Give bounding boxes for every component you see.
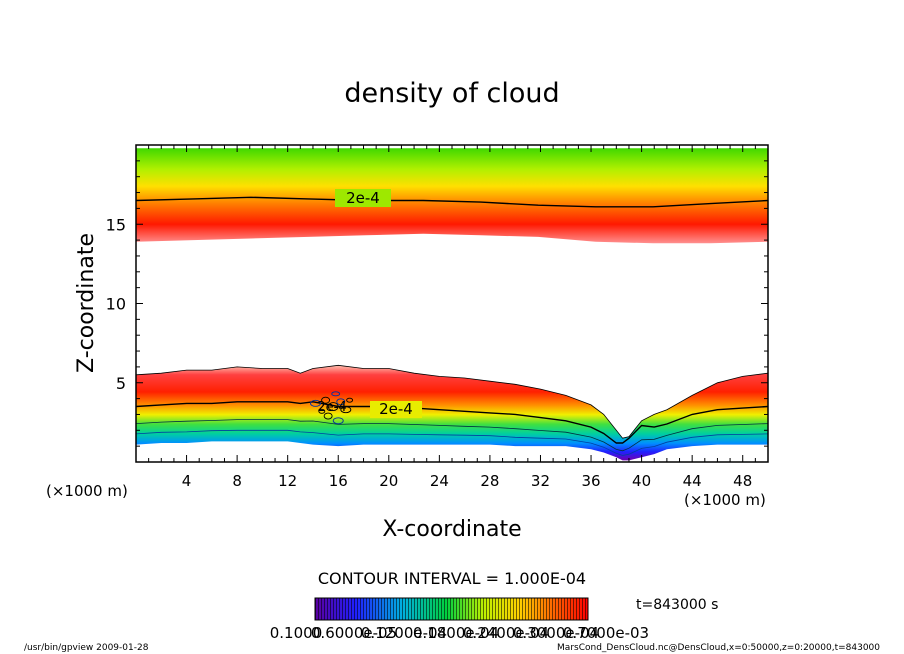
turbulence-contour [323, 412, 333, 420]
lower-base-contour-line [136, 429, 768, 456]
x-tick-label: 24 [430, 472, 449, 490]
x-tick-label: 48 [733, 472, 752, 490]
contour-interval: CONTOUR INTERVAL = 1.000E-04 [318, 569, 586, 588]
lower-contour-line [136, 401, 768, 444]
y-tick-label: 15 [106, 215, 126, 234]
turbulence-contour [340, 406, 352, 414]
y-axis-label: Z-coordinate [74, 233, 99, 373]
lower-band-outline [136, 364, 768, 439]
contour-label-lower: 2e-4 [379, 400, 413, 418]
upper-cloud-band [136, 148, 768, 244]
x-tick-label: 20 [379, 472, 398, 490]
colorbar-frame [314, 597, 589, 621]
colorbar-label: 0.7000e-03 [563, 624, 649, 642]
contour-label-upper: 2e-4 [346, 189, 380, 207]
colorbar-labels: 0.10000.6000e-050.1200e-040.1800e-040.24… [270, 624, 649, 642]
x-axis-unit-left: (×1000 m) [46, 482, 128, 500]
contour-label-bg-lower [370, 401, 422, 418]
lower-cloud-band [136, 365, 768, 461]
contour-label-turbulent: 2e-4 [317, 400, 346, 415]
y-axis-ticks: 5 10 15 [106, 144, 768, 463]
contour-label-bg-upper [335, 189, 391, 207]
x-tick-label: 16 [329, 472, 348, 490]
x-axis-label: X-coordinate [382, 517, 521, 542]
x-tick-label: 28 [480, 472, 499, 490]
x-tick-label: 8 [232, 472, 242, 490]
colorbar-label: 0.1200e-04 [361, 624, 447, 642]
turbulence-contour [318, 408, 326, 414]
turbulence-contour [336, 398, 346, 406]
colorbar [314, 597, 589, 621]
colorbar-label: 0.1800e-04 [413, 624, 499, 642]
upper-contour-line [136, 196, 768, 208]
y-tick-label: 10 [106, 295, 126, 314]
colorbar-label: 0.1000 [270, 624, 323, 642]
x-tick-label: 44 [683, 472, 702, 490]
x-tick-label: 12 [278, 472, 297, 490]
x-axis-unit-right: (×1000 m) [684, 491, 766, 509]
turbulence-contour [310, 399, 321, 407]
time-label: t=843000 s [636, 597, 718, 613]
x-axis-ticks: 4 8 12 16 20 24 28 32 36 40 44 48 [135, 145, 769, 490]
colorbar-lines [315, 598, 588, 620]
plot-area [136, 145, 768, 462]
chart-title: density of cloud [344, 78, 559, 109]
colorbar-label: 0.2400e-04 [463, 624, 549, 642]
turbulence-contour [331, 391, 341, 397]
x-tick-label: 4 [182, 472, 192, 490]
turbulence-contour [346, 397, 354, 403]
colorbar-label: 0.3000e-04 [513, 624, 599, 642]
turbulence-contour [321, 396, 331, 404]
turbulence-contours [310, 391, 354, 425]
x-tick-label: 40 [632, 472, 651, 490]
footer-left: /usr/bin/gpview 2009-01-28 [24, 643, 149, 653]
lower-secondary-contour-line [136, 419, 768, 452]
turbulence-contour [332, 417, 344, 425]
turbulence-contour [327, 402, 339, 411]
y-tick-label: 5 [116, 374, 126, 393]
x-tick-label: 32 [531, 472, 550, 490]
footer-right: MarsCond_DensCloud.nc@DensCloud,x=0:5000… [557, 643, 880, 653]
colorbar-label: 0.6000e-05 [311, 624, 397, 642]
contour-labels: 2e-4 2e-4 2e-4 [317, 189, 422, 418]
x-tick-label: 36 [581, 472, 600, 490]
